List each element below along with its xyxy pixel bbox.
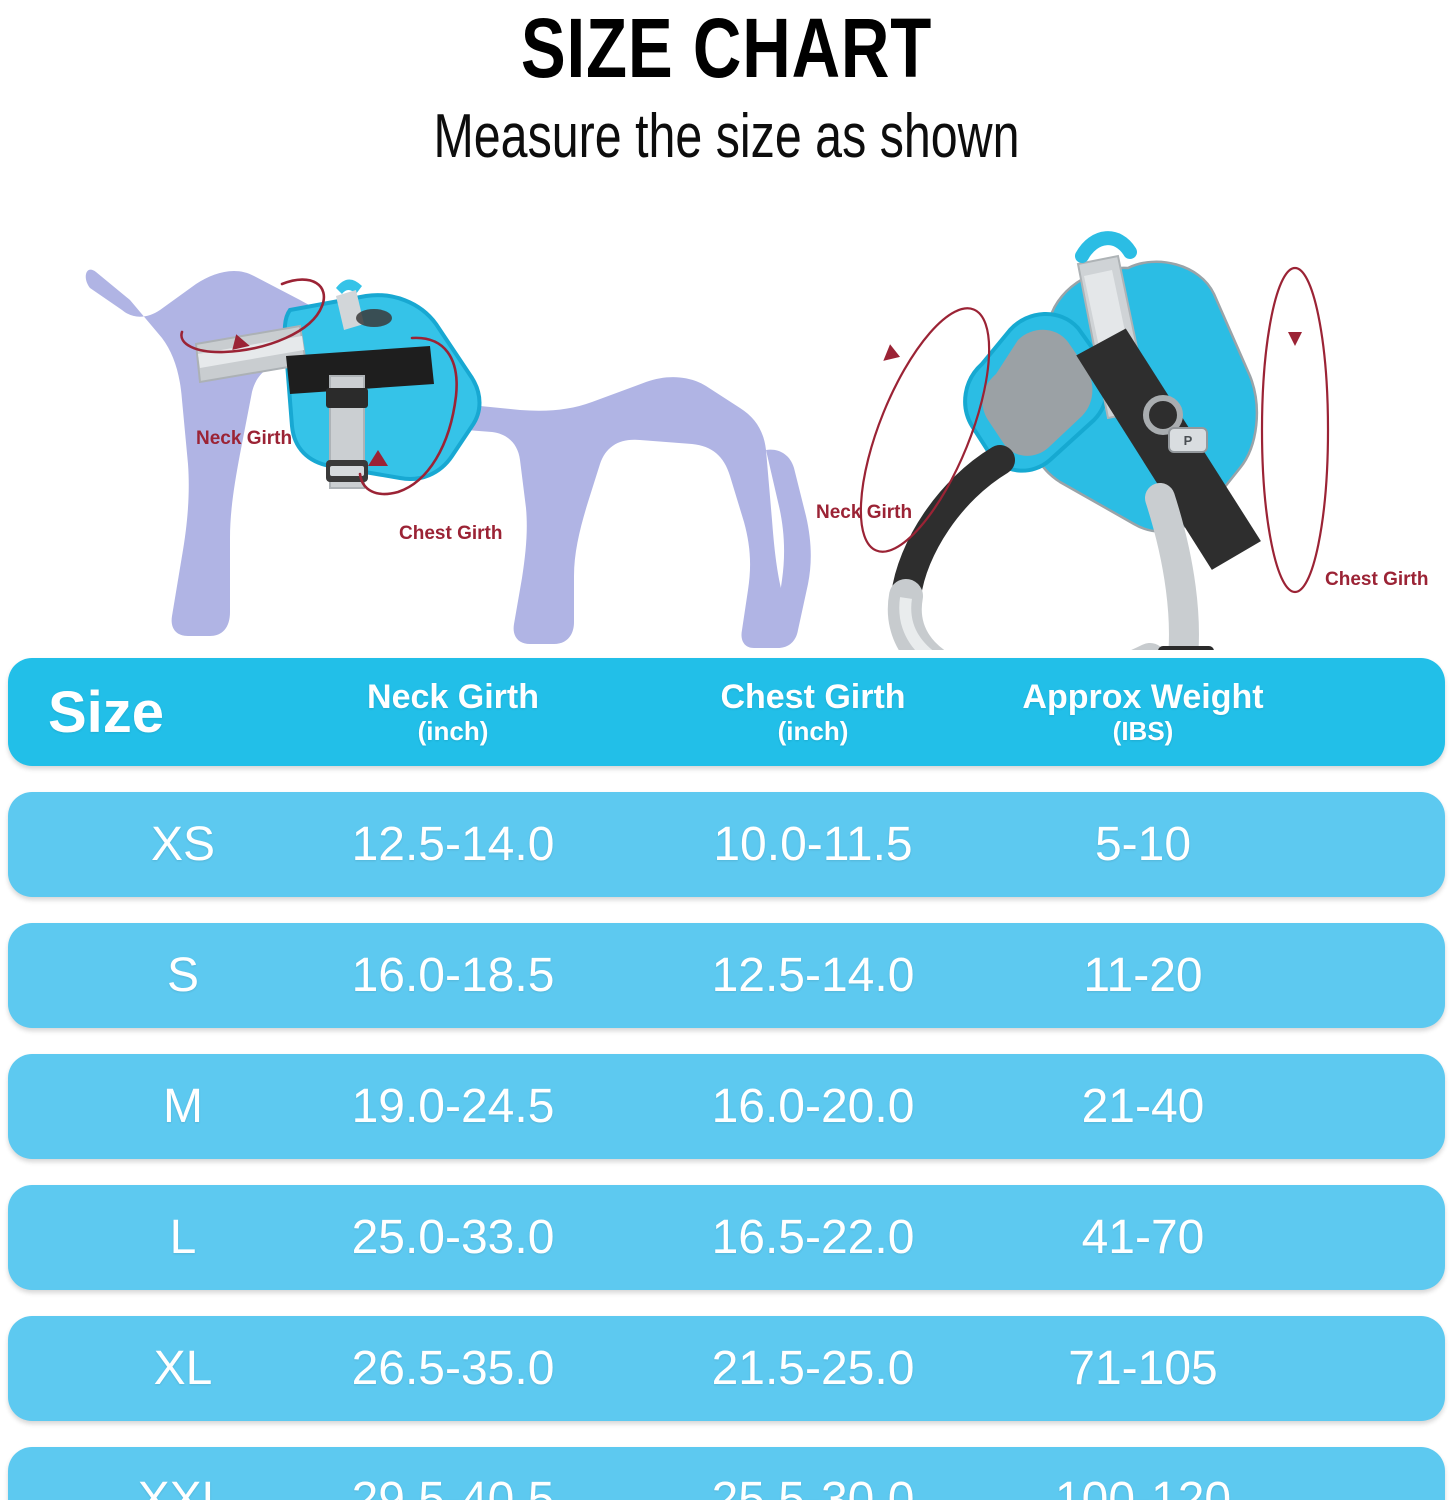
cell-chest: 12.5-14.0 — [711, 949, 915, 1002]
cell-size: XL — [153, 1342, 213, 1395]
cell-weight: 11-20 — [1083, 949, 1203, 1002]
cell-size: S — [166, 949, 199, 1002]
column-header-approx-weight-label: Approx Weight — [1022, 678, 1264, 716]
cell-weight: 100-120 — [1054, 1473, 1232, 1500]
cell-neck: 19.0-24.5 — [351, 1080, 555, 1133]
column-header-chest-girth-unit: (inch) — [777, 716, 849, 746]
cell-weight: 41-70 — [1081, 1211, 1205, 1264]
neck-girth-arrow-left — [180, 278, 326, 354]
product-neck-girth-label: Neck Girth — [816, 502, 913, 523]
cell-chest: 21.5-25.0 — [711, 1342, 915, 1395]
column-header-neck-girth-label: Neck Girth — [367, 678, 539, 716]
page-subtitle: Measure the size as shown — [433, 102, 1020, 171]
cell-weight: 21-40 — [1081, 1080, 1205, 1133]
column-header-neck-girth-unit: (inch) — [417, 716, 489, 746]
size-chart-table: Size Neck Girth (inch) Chest Girth (inch… — [0, 658, 1453, 1500]
cell-size: L — [169, 1211, 197, 1264]
table-header-row: Size Neck Girth (inch) Chest Girth (inch… — [8, 658, 1445, 766]
svg-text:P: P — [1184, 433, 1193, 448]
cell-neck: 25.0-33.0 — [351, 1211, 555, 1264]
chest-girth-ellipse-right — [1260, 266, 1330, 594]
column-header-approx-weight: Approx Weight (IBS) — [998, 680, 1288, 744]
cell-neck: 12.5-14.0 — [351, 818, 555, 871]
table-row: S 16.0-18.5 12.5-14.0 11-20 — [8, 923, 1445, 1028]
dog-neck-girth-label: Neck Girth — [196, 428, 293, 449]
cell-size: XS — [150, 818, 216, 871]
chest-girth-arrow-left — [358, 336, 458, 496]
page-title: SIZE CHART — [520, 1, 933, 95]
neck-girth-ellipse-right — [859, 307, 991, 553]
column-header-approx-weight-unit: (IBS) — [1112, 716, 1174, 746]
table-row: XS 12.5-14.0 10.0-11.5 5-10 — [8, 792, 1445, 897]
column-header-chest-girth: Chest Girth (inch) — [668, 680, 958, 744]
column-header-chest-girth-label: Chest Girth — [720, 678, 906, 716]
cell-chest: 16.5-22.0 — [711, 1211, 915, 1264]
table-row: XL 26.5-35.0 21.5-25.0 71-105 — [8, 1316, 1445, 1421]
table-row: XXL 29.5-40.5 25.5-30.0 100-120 — [8, 1447, 1445, 1500]
cell-neck: 16.0-18.5 — [351, 949, 555, 1002]
cell-chest: 10.0-11.5 — [713, 818, 913, 871]
harness-product-icon: P — [887, 231, 1261, 650]
dog-chest-girth-label: Chest Girth — [399, 523, 503, 544]
cell-size: M — [163, 1080, 203, 1133]
cell-weight: 5-10 — [1094, 818, 1192, 871]
cell-weight: 71-105 — [1068, 1342, 1218, 1395]
cell-neck: 29.5-40.5 — [351, 1473, 555, 1500]
table-row: M 19.0-24.5 16.0-20.0 21-40 — [8, 1054, 1445, 1159]
product-chest-girth-label: Chest Girth — [1325, 569, 1429, 590]
column-header-size: Size — [48, 679, 165, 745]
cell-chest: 25.5-30.0 — [711, 1473, 915, 1500]
cell-chest: 16.0-20.0 — [711, 1080, 915, 1133]
illustration-band: P Neck Girth Chest Girth Neck Girth Ches… — [0, 160, 1453, 650]
column-header-neck-girth: Neck Girth (inch) — [308, 680, 598, 744]
cell-neck: 26.5-35.0 — [351, 1342, 555, 1395]
cell-size: XXL — [137, 1473, 229, 1500]
table-row: L 25.0-33.0 16.5-22.0 41-70 — [8, 1185, 1445, 1290]
